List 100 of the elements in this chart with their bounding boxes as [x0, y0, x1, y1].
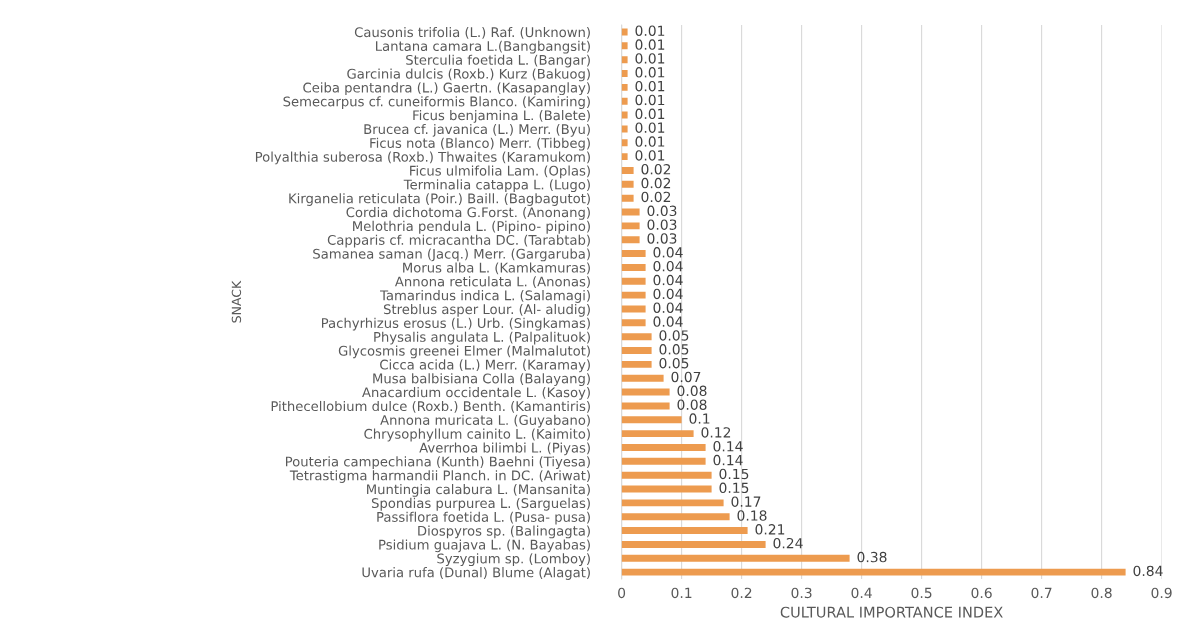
- data-label: 0.07: [671, 371, 701, 383]
- x-tick-label: 0.7: [1031, 587, 1052, 599]
- bar: [621, 180, 634, 188]
- bar: [621, 263, 646, 271]
- data-label: 0.01: [635, 39, 665, 50]
- bar: [621, 513, 730, 521]
- data-label: 0.01: [635, 80, 665, 92]
- y-tick-label: Cordia dichotoma G.Forst. (Anonang): [346, 207, 590, 220]
- data-label: 0.24: [773, 537, 803, 549]
- y-tick-label: Terminalia catappa L. (Lugo): [403, 179, 590, 193]
- bar: [621, 444, 706, 451]
- x-tick-label: 0.6: [971, 587, 992, 599]
- y-tick-label: Pouteria campechiana (Kunth) Baehni (Tiyesa): [285, 456, 590, 470]
- y-tick-label: Physalis angulata L. (Palpalituok): [374, 331, 590, 345]
- x-tick-label: 0.5: [911, 587, 932, 599]
- y-axis-title: SNACK: [231, 280, 242, 323]
- bar: [621, 236, 640, 244]
- bar: [621, 527, 748, 535]
- data-label: 0.1: [689, 413, 710, 424]
- bar: [621, 139, 628, 147]
- data-label: 0.04: [653, 316, 683, 327]
- y-tick-label: Sterculia foetida L. (Bangar): [406, 54, 590, 68]
- bar: [621, 70, 628, 77]
- y-tick-label: Samanea saman (Jacq.) Merr. (Gargaruba): [313, 248, 590, 262]
- y-tick-label: Polyalthia suberosa (Roxb.) Thwaites (Karamukom): [255, 151, 590, 165]
- data-label: 0.17: [731, 496, 761, 507]
- bar: [621, 250, 646, 258]
- data-label: 0.14: [713, 454, 743, 466]
- y-tick-label: Brucea cf. javanica (L.) Merr. (Byu): [364, 123, 590, 137]
- x-tick-label: 0.1: [671, 587, 692, 599]
- data-label: 0.01: [635, 25, 665, 36]
- bar: [621, 360, 652, 368]
- y-tick-label: Diospyros sp. (Balingagta): [418, 525, 590, 539]
- bar: [621, 540, 766, 548]
- y-tick-label: Spondias purpurea L. (Sarguelas): [371, 497, 590, 511]
- y-tick-label: Uvaria rufa (Dunal) Blume (Alagat): [362, 567, 590, 580]
- y-tick-label: Capparis cf. micracantha DC. (Tarabtab): [327, 234, 590, 248]
- data-label: 0.03: [647, 233, 677, 244]
- data-label: 0.01: [635, 53, 665, 64]
- y-tick-label: Tetrastigma harmandii Planch. in DC. (Ariwat): [289, 470, 590, 483]
- y-tick-label: Tamarindus indica L. (Salamagi): [380, 290, 590, 303]
- data-label: 0.05: [659, 344, 689, 355]
- x-tick-label: 0.9: [1151, 587, 1172, 599]
- data-label: 0.05: [659, 357, 689, 369]
- data-label: 0.14: [713, 441, 743, 452]
- bar: [621, 388, 670, 396]
- data-label: 0.01: [635, 150, 665, 161]
- y-tick-label: Annona muricata L. (Guyabano): [380, 414, 590, 428]
- x-tick-label: 0.8: [1091, 587, 1112, 599]
- data-label: 0.21: [755, 524, 785, 535]
- data-label: 0.01: [635, 122, 665, 133]
- data-label: 0.04: [653, 274, 683, 286]
- bar: [621, 374, 664, 382]
- data-label: 0.15: [719, 482, 749, 494]
- y-tick-label: Psidium guajava L. (N. Bayabas): [379, 539, 590, 553]
- data-label: 0.12: [701, 427, 731, 438]
- bar: [621, 333, 652, 341]
- y-tick-label: Ficus ulmifolia Lam. (Oplas): [410, 165, 590, 179]
- bar: [621, 83, 628, 91]
- bar: [621, 499, 724, 507]
- data-label: 0.02: [641, 177, 671, 189]
- data-label: 0.84: [1133, 565, 1163, 577]
- x-tick-label: 0.4: [851, 587, 872, 599]
- data-label: 0.08: [677, 399, 707, 410]
- data-label: 0.01: [635, 94, 665, 106]
- data-label: 0.04: [653, 288, 683, 300]
- bar: [621, 319, 646, 327]
- y-tick-label: Streblus asper Lour. (Al- aludig): [383, 303, 590, 317]
- data-label: 0.15: [719, 468, 749, 480]
- y-tick-label: Pachyrhizus erosus (L.) Urb. (Singkamas): [322, 317, 590, 331]
- data-label: 0.04: [653, 302, 683, 313]
- y-tick-label: Ceiba pentandra (L.) Gaertn. (Kasapanglay): [303, 82, 590, 96]
- y-tick-label: Kirganelia reticulata (Poir.) Baill. (Bagbagutot): [289, 193, 590, 206]
- bar: [621, 416, 682, 424]
- bar: [621, 97, 628, 105]
- bar: [621, 347, 652, 354]
- y-tick-label: Syzygium sp. (Lomboy): [437, 553, 590, 567]
- y-tick-label: Muntingia calabura L. (Mansanita): [367, 484, 590, 497]
- bar: [621, 554, 850, 562]
- x-tick-label: 0.2: [731, 587, 752, 599]
- data-label: 0.38: [857, 551, 887, 563]
- y-tick-label: Melothria pendula L. (Pipino- pipino): [353, 220, 590, 234]
- x-axis-title: CULTURAL IMPORTANCE INDEX: [780, 606, 1003, 618]
- bar: [621, 430, 694, 438]
- y-tick-label: Morus alba L. (Kamkamuras): [403, 262, 590, 275]
- y-tick-label: Chrysophyllum cainito L. (Kaimito): [364, 428, 590, 442]
- data-label: 0.04: [653, 247, 683, 258]
- bar: [621, 457, 706, 465]
- data-label: 0.01: [635, 67, 665, 78]
- bar: [621, 111, 628, 119]
- y-tick-label: Causonis trifolia (L.) Raf. (Unknown): [354, 26, 590, 39]
- data-label: 0.18: [737, 510, 767, 521]
- data-label: 0.02: [641, 191, 671, 203]
- data-label: 0.05: [659, 330, 689, 341]
- x-tick-label: 0.3: [791, 587, 812, 599]
- bar: [621, 125, 628, 133]
- x-tick-label: 0: [618, 587, 626, 599]
- y-tick-label: Averrhoa bilimbi L. (Piyas): [419, 442, 590, 456]
- bar: [621, 42, 628, 50]
- y-tick-label: Lantana camara L.(Bangbangsit): [376, 40, 590, 54]
